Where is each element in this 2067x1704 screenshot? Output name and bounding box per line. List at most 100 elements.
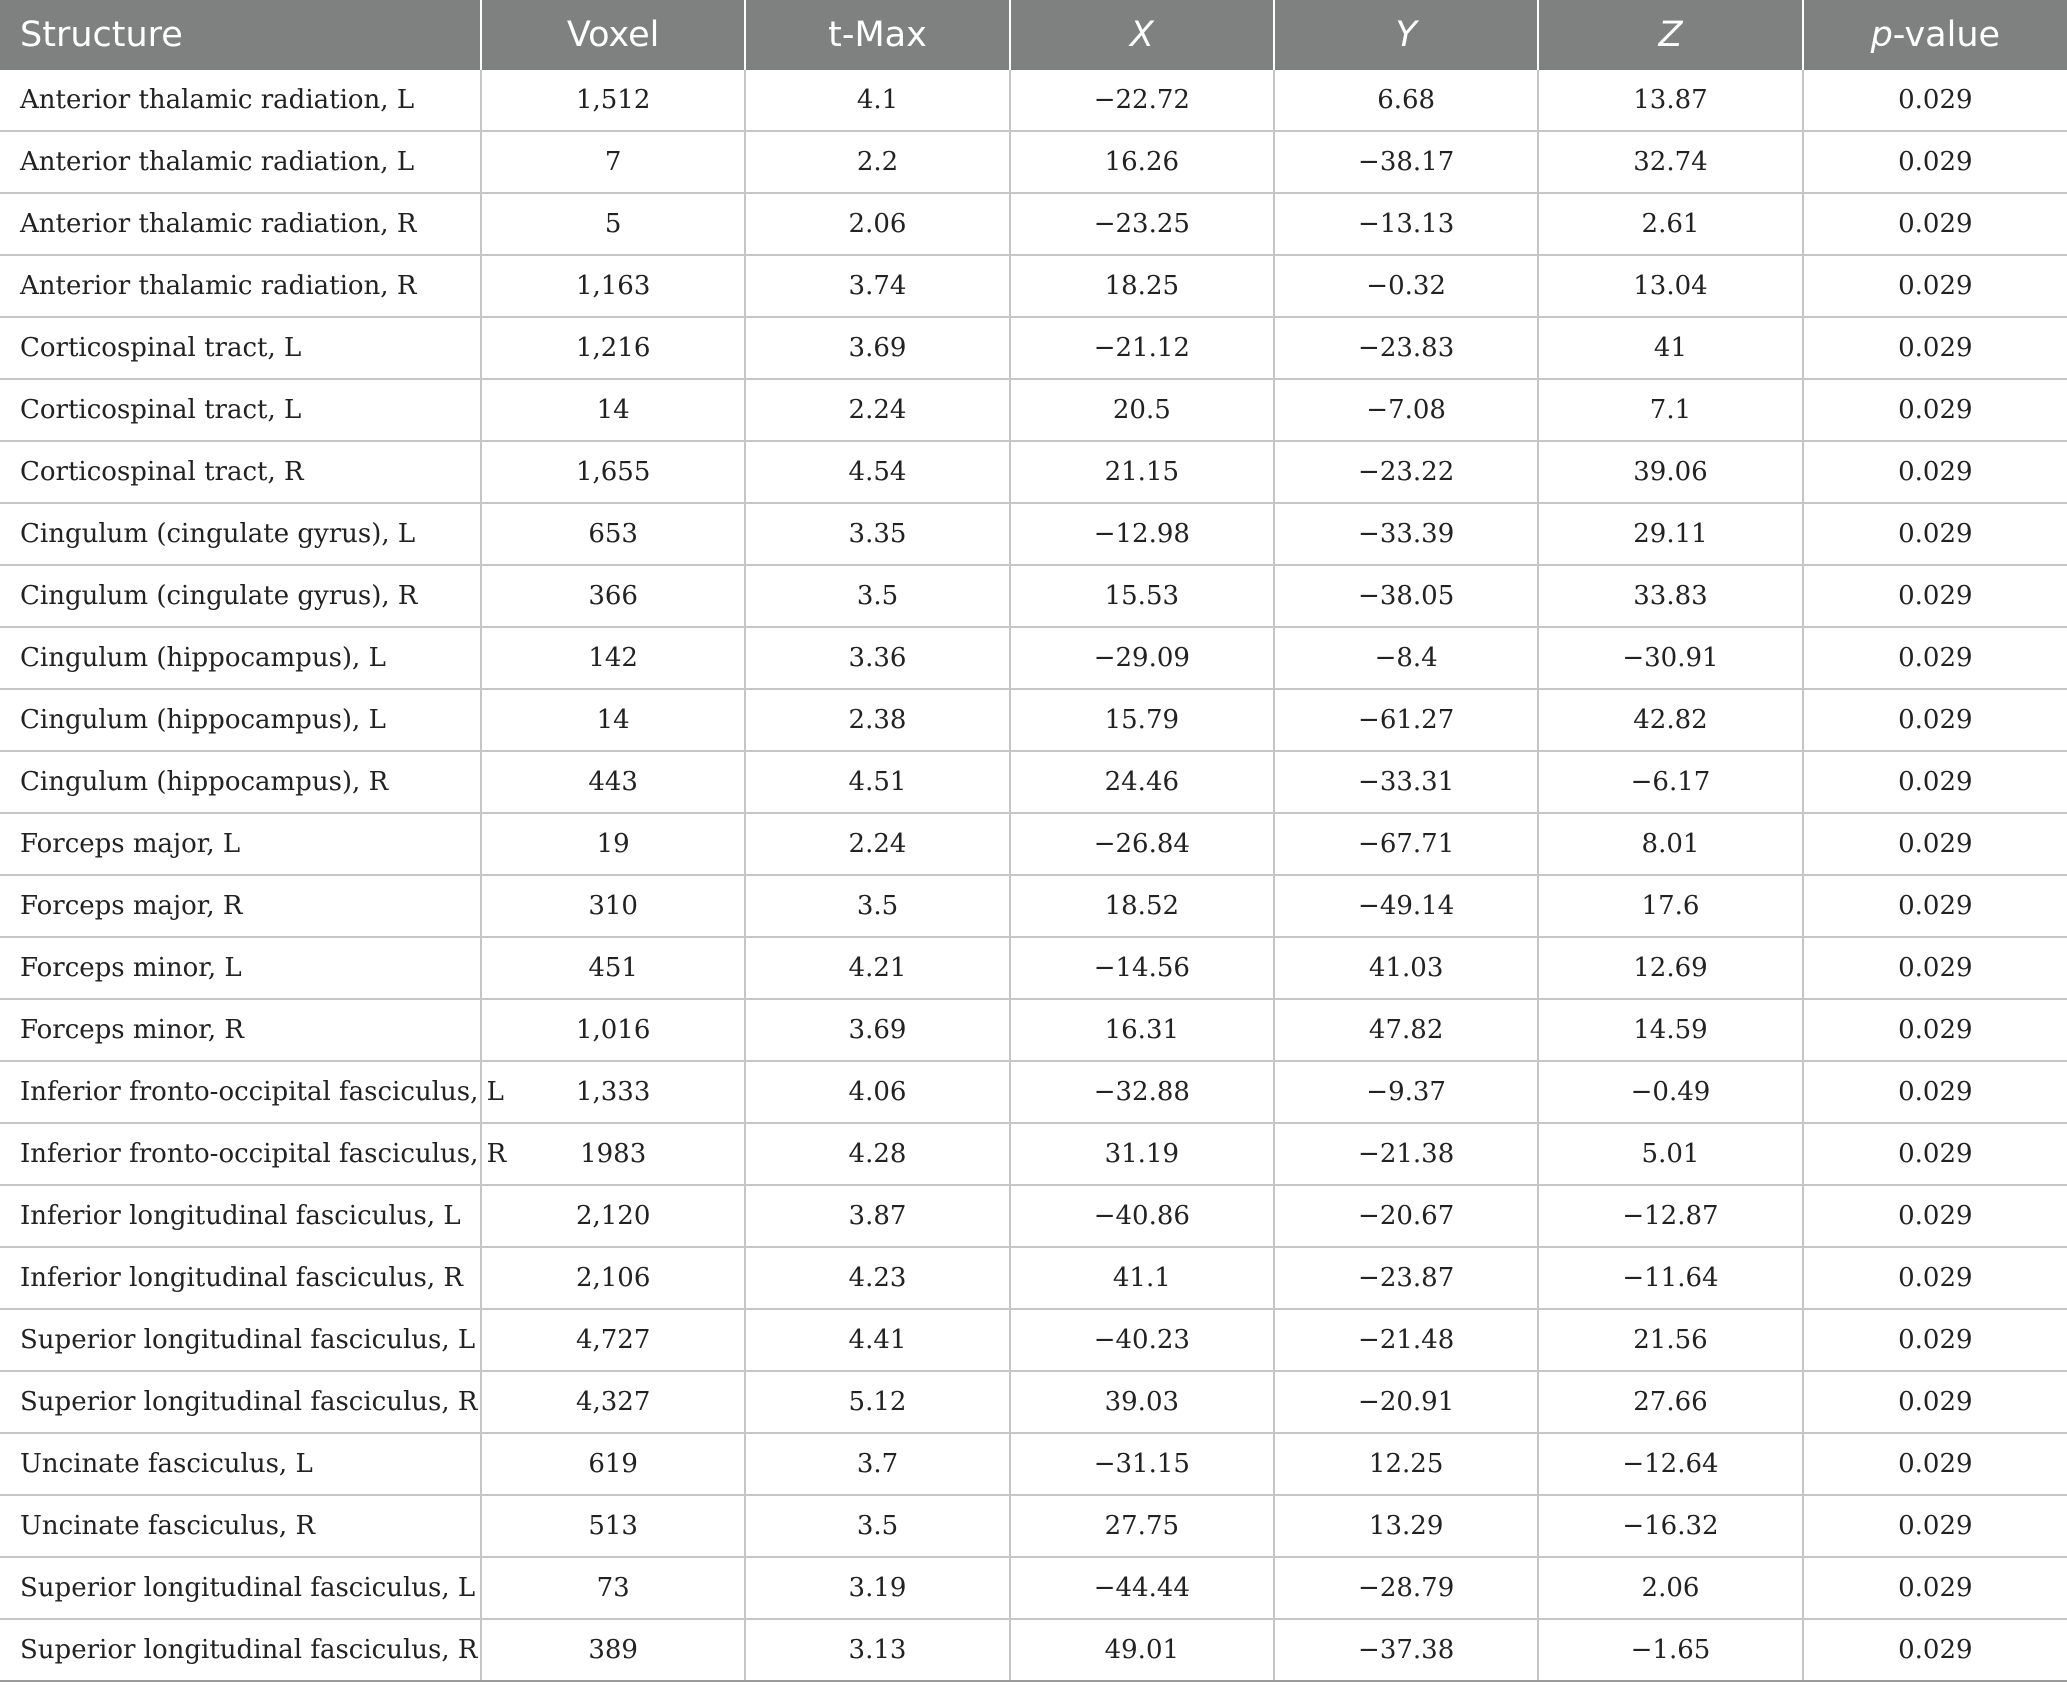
table-row: Anterior thalamic radiation, L 7 2.2 16.26−… <box>0 131 2067 194</box>
cell-p-value: 0.029 <box>1802 627 2067 690</box>
cell-y: −9.37 <box>1273 1061 1540 1124</box>
cell-p-value: 0.029 <box>1802 1619 2067 1682</box>
header-x: X <box>1009 0 1275 70</box>
cell-y: 6.68 <box>1273 70 1540 132</box>
cell-tmax: 4.28 <box>745 1123 1011 1186</box>
header-p-value: p-value <box>1802 0 2067 70</box>
cell-p-value: 0.029 <box>1802 1061 2067 1124</box>
cell-structure: Corticospinal tract, R <box>0 441 482 504</box>
cell-x: −26.84 <box>1009 813 1275 876</box>
cell-y: −23.22 <box>1273 441 1540 504</box>
cell-tmax: 5.12 <box>745 1371 1011 1434</box>
cell-tmax: 3.69 <box>745 317 1011 380</box>
cell-p-value: 0.029 <box>1802 813 2067 876</box>
header-z-label: Z <box>1658 15 1683 55</box>
cell-p-value: 0.029 <box>1802 1557 2067 1620</box>
cell-x: −40.86 <box>1009 1185 1275 1248</box>
cell-p-value: 0.029 <box>1802 1247 2067 1310</box>
cell-tmax: 4.51 <box>745 751 1011 814</box>
table-row: Cingulum (cingulate gyrus), L 653 3.35 −12.… <box>0 503 2067 566</box>
table-row: Cingulum (hippocampus), L 142 3.36 −29.09 −8… <box>0 627 2067 690</box>
cell-voxel: 1,512 <box>481 70 747 132</box>
cell-voxel: 1,333 <box>481 1061 747 1124</box>
cell-tmax: 3.69 <box>745 999 1011 1062</box>
cell-voxel: 14 <box>481 379 747 442</box>
cell-voxel: 653 <box>481 503 747 566</box>
table-row: Cingulum (hippocampus), L 14 2.38 15.79 −61.… <box>0 689 2067 752</box>
cell-tmax: 4.21 <box>745 937 1011 1000</box>
header-p-rest: -value <box>1892 15 2001 55</box>
table-row: Superior longitudinal fasciculus, L 73 3.1… <box>0 1557 2067 1620</box>
cell-p-value: 0.029 <box>1802 1495 2067 1558</box>
header-y-label: Y <box>1395 15 1417 55</box>
cell-tmax: 4.41 <box>745 1309 1011 1372</box>
cell-voxel: 142 <box>481 627 747 690</box>
cell-z: 14.59 <box>1538 999 1804 1062</box>
table-row: Forceps major, L 19 2.24 −26.84 −67.71 8.01 0.… <box>0 813 2067 876</box>
cell-y: −20.67 <box>1273 1185 1540 1248</box>
header-row: Structure Voxel t-Max X Y Z p-value <box>0 0 2067 70</box>
cell-p-value: 0.029 <box>1802 503 2067 566</box>
cell-z: 21.56 <box>1538 1309 1804 1372</box>
cell-voxel: 366 <box>481 565 747 628</box>
cell-p-value: 0.029 <box>1802 317 2067 380</box>
cell-x: 18.52 <box>1009 875 1275 938</box>
cell-p-value: 0.029 <box>1802 1185 2067 1248</box>
cell-tmax: 3.36 <box>745 627 1011 690</box>
cell-x: 20.5 <box>1009 379 1275 442</box>
table-row: Cingulum (cingulate gyrus), R 366 3.5 15.53… <box>0 565 2067 628</box>
cell-structure: Cingulum (hippocampus), R <box>0 751 482 814</box>
cell-y: −61.27 <box>1273 689 1540 752</box>
cell-structure: Forceps minor, R <box>0 999 482 1062</box>
table-row: Anterior thalamic radiation, L 1,512 4.1 −2… <box>0 70 2067 132</box>
header-y: Y <box>1273 0 1540 70</box>
cell-voxel: 310 <box>481 875 747 938</box>
cell-x: −31.15 <box>1009 1433 1275 1496</box>
cell-structure: Forceps major, R <box>0 875 482 938</box>
cell-voxel: 2,106 <box>481 1247 747 1310</box>
header-p-italic: p <box>1870 15 1893 55</box>
cell-z: −6.17 <box>1538 751 1804 814</box>
cell-structure: Inferior fronto-occipital fasciculus, L <box>0 1061 504 1124</box>
cell-voxel: 619 <box>481 1433 747 1496</box>
header-tmax: t-Max <box>745 0 1011 70</box>
cell-tmax: 2.2 <box>745 131 1011 194</box>
cell-structure: Uncinate fasciculus, L <box>0 1433 482 1496</box>
cell-structure: Anterior thalamic radiation, R <box>0 255 482 318</box>
cell-x: 49.01 <box>1009 1619 1275 1682</box>
cell-x: 31.19 <box>1009 1123 1275 1186</box>
cell-z: −30.91 <box>1538 627 1804 690</box>
cell-tmax: 3.87 <box>745 1185 1011 1248</box>
cell-structure: Cingulum (cingulate gyrus), L <box>0 503 482 566</box>
table-row: Forceps minor, R 1,016 3.69 16.31 47.82 14.59… <box>0 999 2067 1062</box>
cell-z: 32.74 <box>1538 131 1804 194</box>
cell-y: 13.29 <box>1273 1495 1540 1558</box>
cell-p-value: 0.029 <box>1802 875 2067 938</box>
cell-z: 39.06 <box>1538 441 1804 504</box>
cell-p-value: 0.029 <box>1802 937 2067 1000</box>
cell-z: 2.61 <box>1538 193 1804 256</box>
cell-y: −33.31 <box>1273 751 1540 814</box>
cell-structure: Cingulum (hippocampus), L <box>0 689 482 752</box>
cell-voxel: 4,727 <box>481 1309 747 1372</box>
cell-z: 29.11 <box>1538 503 1804 566</box>
cell-x: 39.03 <box>1009 1371 1275 1434</box>
cell-tmax: 3.19 <box>745 1557 1011 1620</box>
cell-structure: Inferior fronto-occipital fasciculus, R <box>0 1123 506 1186</box>
table-row: Uncinate fasciculus, L 619 3.7 −31.15 12.25−… <box>0 1433 2067 1496</box>
table-row: Forceps minor, L 451 4.21 −14.56 41.03 12.69 0… <box>0 937 2067 1000</box>
cell-y: −28.79 <box>1273 1557 1540 1620</box>
cell-voxel: 14 <box>481 689 747 752</box>
cell-voxel: 1,216 <box>481 317 747 380</box>
cell-voxel: 1,655 <box>481 441 747 504</box>
cell-p-value: 0.029 <box>1802 999 2067 1062</box>
cell-tmax: 2.06 <box>745 193 1011 256</box>
cell-x: −32.88 <box>1009 1061 1275 1124</box>
cell-voxel: 7 <box>481 131 747 194</box>
cell-voxel: 5 <box>481 193 747 256</box>
cell-y: −7.08 <box>1273 379 1540 442</box>
cell-structure: Superior longitudinal fasciculus, L <box>0 1309 482 1372</box>
cell-p-value: 0.029 <box>1802 751 2067 814</box>
